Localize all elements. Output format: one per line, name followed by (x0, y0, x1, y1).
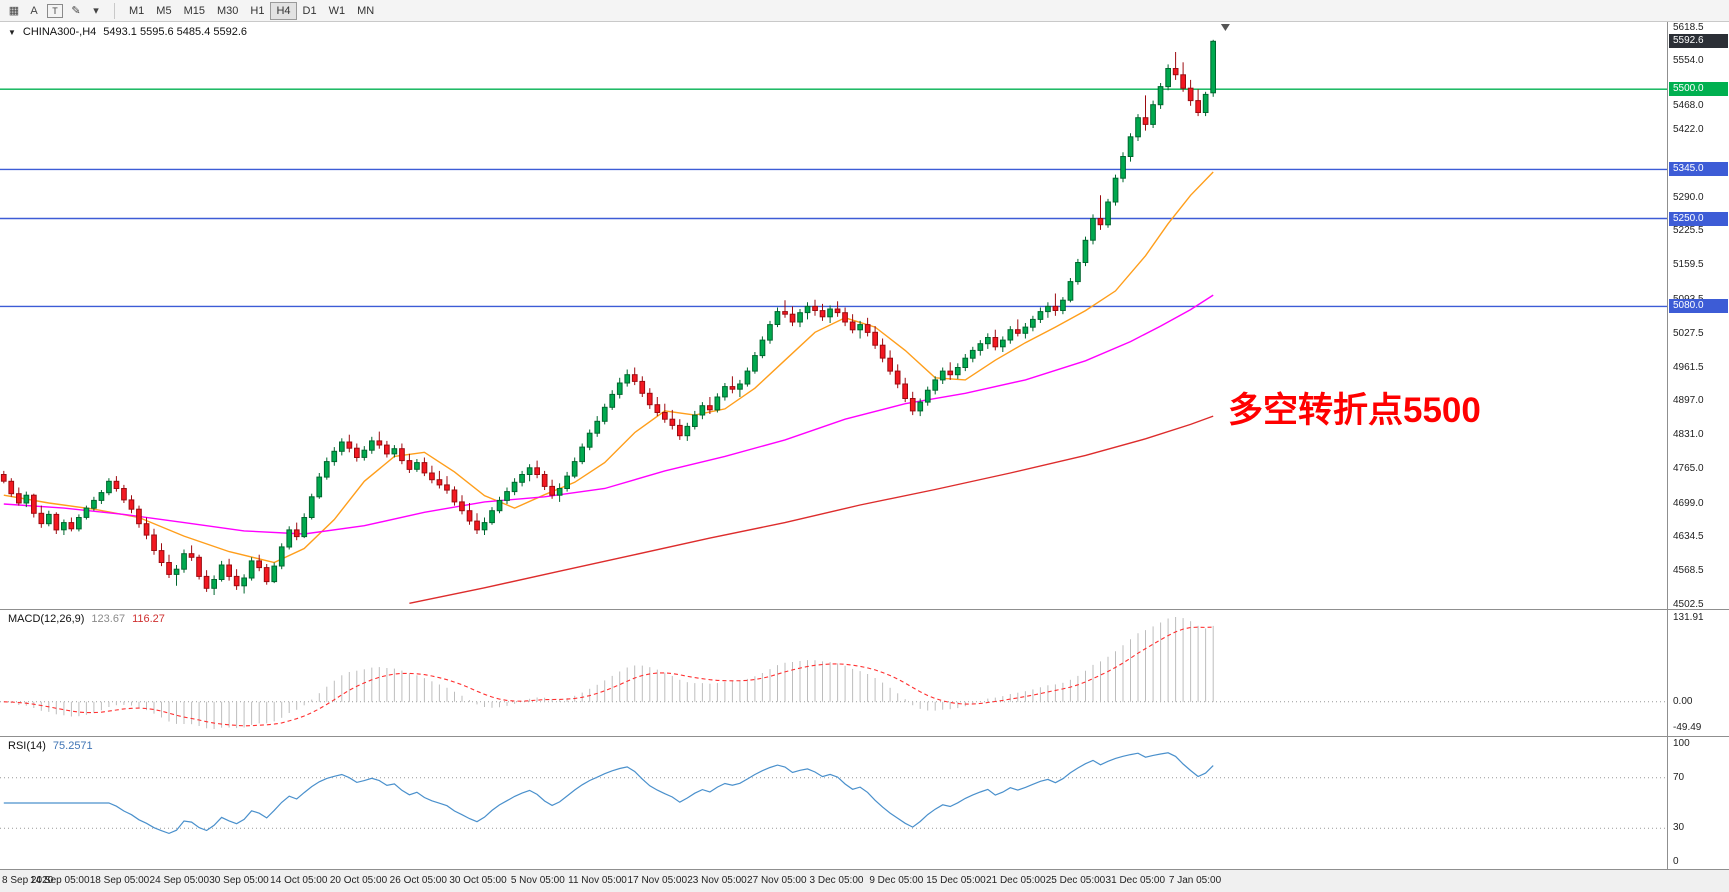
macd-axis-label: 0.00 (1673, 695, 1693, 707)
timeframe-d1-button[interactable]: D1 (302, 4, 317, 17)
rsi-panel[interactable]: 100 70 30 0 RSI(14) 75.2571 (0, 737, 1729, 870)
date-label: 9 Dec 05:00 (869, 875, 924, 886)
timeframe-m5-button[interactable]: M5 (156, 4, 172, 17)
price-axis-label: 5554.0 (1673, 55, 1704, 67)
price-axis[interactable]: 5618.5 5554.0 5468.0 5422.0 5290.0 5225.5 5159… (1667, 21, 1729, 611)
chart-shift-marker-icon (1220, 24, 1230, 31)
macd-plot[interactable] (0, 610, 1667, 736)
date-label: 3 Dec 05:00 (809, 875, 864, 886)
rsi-axis-label: 100 (1673, 738, 1690, 749)
date-label: 14 Sep 05:00 (30, 875, 90, 886)
timeframe-mn-button[interactable]: MN (357, 4, 375, 17)
rsi-value: 75.2571 (52, 740, 93, 752)
draw-tools-caret-icon[interactable]: ▾ (93, 5, 99, 17)
price-axis-label: 4897.0 (1673, 395, 1704, 407)
toolbar-icons: ▦ A T ✎ ▾ (4, 2, 106, 20)
price-axis-label: 4765.0 (1673, 463, 1704, 475)
price-level-badge: 5592.6 (1669, 34, 1728, 49)
date-label: 7 Jan 05:00 (1168, 875, 1222, 886)
draw-tools-icon[interactable]: ✎ (71, 5, 81, 17)
price-axis-label: 4502.5 (1673, 599, 1704, 611)
date-label: 15 Dec 05:00 (926, 875, 986, 886)
date-label: 11 Nov 05:00 (568, 875, 627, 886)
price-axis-label: 5225.5 (1673, 225, 1704, 237)
rsi-plot[interactable] (0, 737, 1667, 869)
timeframe-buttons: M1 M5 M15 M30 H1 H4 D1 W1 MN (123, 1, 380, 20)
price-axis-label: 5468.0 (1673, 99, 1704, 111)
price-axis-label: 5159.5 (1673, 259, 1704, 271)
price-axis-label: 5093.5 (1673, 294, 1704, 306)
symbol-title: CHINA300-,H4 (22, 26, 97, 38)
macd-axis-label: -49.49 (1673, 722, 1702, 733)
price-axis-label: 5027.5 (1673, 327, 1704, 339)
rsi-label: RSI(14) (8, 740, 46, 752)
rsi-axis-label: 0 (1673, 856, 1679, 867)
macd-panel[interactable]: 131.91 0.00 -49.49 MACD(12,26,9) 123.67 11… (0, 610, 1729, 737)
main-chart-plot[interactable] (0, 22, 1667, 609)
price-level-badge: 5345.0 (1669, 162, 1728, 177)
date-label: 23 Nov 05:00 (687, 875, 747, 886)
date-label: 30 Oct 05:00 (449, 875, 507, 886)
macd-label: MACD(12,26,9) (8, 613, 85, 625)
date-label: 27 Nov 05:00 (747, 875, 807, 886)
toolbar-separator (114, 2, 115, 19)
rsi-axis-label: 30 (1673, 822, 1685, 834)
price-axis-label: 4568.5 (1673, 565, 1704, 576)
price-level-badge: 5250.0 (1669, 211, 1728, 226)
macd-header: MACD(12,26,9) 123.67 116.27 (8, 613, 165, 625)
timeframe-w1-button[interactable]: W1 (328, 4, 346, 17)
price-axis-label: 5290.0 (1673, 191, 1704, 203)
text-label-icon[interactable]: T (47, 3, 63, 18)
date-label: 30 Sep 05:00 (209, 875, 269, 886)
rsi-header: RSI(14) 75.2571 (8, 740, 93, 752)
date-label: 26 Oct 05:00 (389, 875, 447, 886)
price-axis-label: 4634.5 (1673, 530, 1704, 542)
ohlc-values: 5493.1 5595.6 5485.4 5592.6 (103, 26, 248, 38)
date-label: 8 Sep 2020 (2, 875, 54, 886)
date-label: 5 Nov 05:00 (510, 875, 565, 886)
chart-grid-icon[interactable]: ▦ (8, 5, 20, 17)
date-axis[interactable]: 8 Sep 2020 14 Sep 05:00 18 Sep 05:00 24 Sep… (0, 870, 1729, 892)
date-label: 24 Sep 05:00 (149, 875, 210, 886)
date-label: 18 Sep 05:00 (89, 875, 150, 886)
timeframe-m30-button[interactable]: M30 (216, 4, 239, 17)
main-chart-panel[interactable]: 5618.5 5554.0 5468.0 5422.0 5290.0 5225.5 5159… (0, 22, 1729, 610)
macd-main-value: 123.67 (91, 613, 126, 625)
price-axis-label: 5618.5 (1673, 21, 1704, 33)
price-axis-label: 4699.0 (1673, 497, 1704, 509)
timeframe-h4-button[interactable]: H4 (270, 1, 297, 20)
date-label: 21 Dec 05:00 (986, 875, 1046, 886)
date-label: 20 Oct 05:00 (329, 875, 388, 886)
symbol-marker-icon: ▼ (8, 27, 16, 37)
price-axis-label: 4831.0 (1673, 429, 1704, 441)
text-a-icon[interactable]: A (30, 4, 38, 17)
price-level-badge: 5500.0 (1669, 82, 1728, 97)
macd-axis-label: 131.91 (1673, 612, 1704, 623)
annotation-text: 多空转折点5500 (1228, 391, 1481, 430)
timeframe-m15-button[interactable]: M15 (183, 4, 205, 17)
price-level-badge: 5080.0 (1669, 299, 1728, 314)
date-label: 31 Dec 05:00 (1105, 875, 1166, 886)
macd-axis: 131.91 0.00 -49.49 (1667, 610, 1729, 736)
date-label: 25 Dec 05:00 (1045, 875, 1106, 886)
date-label: 17 Nov 05:00 (627, 875, 688, 886)
chart-header: ▼ CHINA300-,H4 5493.1 5595.6 5485.4 5592… (8, 26, 247, 38)
price-axis-label: 4961.5 (1673, 361, 1704, 373)
toolbar: ▦ A T ✎ ▾ M1 M5 M15 M30 H1 H4 D1 W1 MN (0, 0, 1729, 22)
macd-signal-value: 116.27 (132, 613, 165, 625)
price-axis-label: 5422.0 (1673, 123, 1704, 135)
rsi-axis: 100 70 30 0 (1667, 737, 1729, 869)
date-label: 14 Oct 05:00 (270, 875, 328, 886)
rsi-axis-label: 70 (1673, 771, 1685, 783)
timeframe-m1-button[interactable]: M1 (129, 4, 145, 17)
timeframe-h1-button[interactable]: H1 (250, 4, 265, 17)
